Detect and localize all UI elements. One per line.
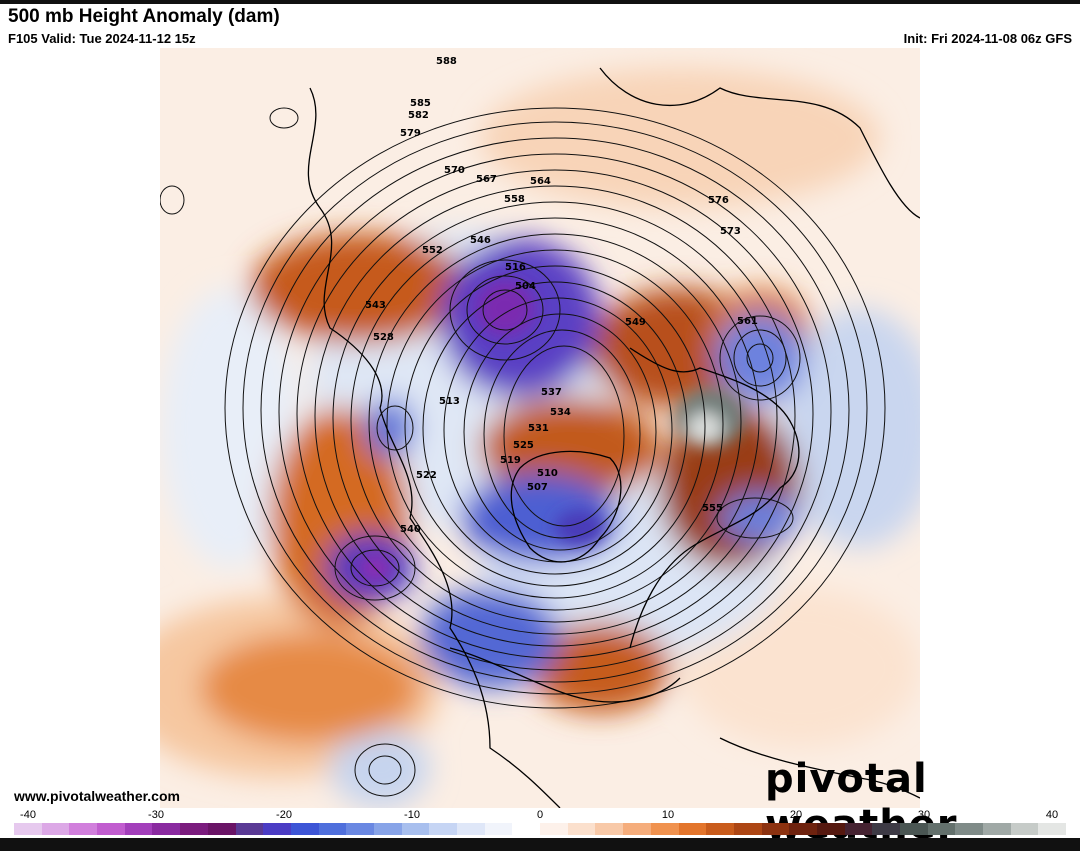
colorbar-tick-label: -20 bbox=[276, 809, 292, 821]
contour-label: 504 bbox=[515, 281, 536, 292]
colorbar-swatch bbox=[623, 823, 651, 835]
colorbar-swatch bbox=[97, 823, 125, 835]
colorbar-swatch bbox=[41, 823, 70, 835]
colorbar-tick-label: 0 bbox=[536, 809, 544, 821]
colorbar-swatch bbox=[706, 823, 734, 835]
colorbar-tick-label: -40 bbox=[20, 809, 36, 821]
contour-label: 534 bbox=[550, 407, 571, 418]
bottom-border bbox=[0, 838, 1080, 851]
height-anomaly-map[interactable]: 588 585 582 579 576 573 570 567 564 561 … bbox=[160, 48, 920, 808]
colorbar-swatch bbox=[1038, 823, 1067, 835]
colorbar-tick-label: -30 bbox=[148, 809, 164, 821]
contour-label: 570 bbox=[444, 165, 465, 176]
contour-label: 552 bbox=[422, 245, 443, 256]
colorbar-swatch bbox=[69, 823, 98, 835]
colorbar-swatch bbox=[955, 823, 984, 835]
top-border bbox=[0, 0, 1080, 4]
colorbar-swatch bbox=[761, 823, 790, 835]
colorbar-swatch bbox=[346, 823, 374, 835]
contour-label: 543 bbox=[365, 300, 386, 311]
contour-label: 513 bbox=[439, 396, 460, 407]
colorbar-swatch bbox=[650, 823, 679, 835]
colorbar-swatch bbox=[14, 823, 42, 835]
colorbar-swatch bbox=[595, 823, 624, 835]
colorbar-swatch bbox=[207, 823, 236, 835]
valid-time: F105 Valid: Tue 2024-11-12 15z bbox=[8, 31, 196, 46]
contour-label: 528 bbox=[373, 332, 394, 343]
colorbar-swatch bbox=[124, 823, 153, 835]
colorbar-swatch bbox=[429, 823, 457, 835]
colorbar-swatch bbox=[927, 823, 956, 835]
colorbar-tick-label: 10 bbox=[661, 809, 675, 821]
contour-label-group: 588 585 582 579 576 573 570 567 564 561 … bbox=[365, 56, 758, 535]
colorbar-swatch bbox=[872, 823, 900, 835]
contour-label: 588 bbox=[436, 56, 457, 67]
contour-label: 537 bbox=[541, 387, 562, 398]
colorbar-swatch bbox=[290, 823, 319, 835]
colorbar-swatch bbox=[983, 823, 1011, 835]
contour-label: 558 bbox=[504, 194, 525, 205]
contour-label: 585 bbox=[410, 98, 431, 109]
contour-label: 573 bbox=[720, 226, 741, 237]
website-link[interactable]: www.pivotalweather.com bbox=[14, 788, 180, 804]
colorbar-swatch bbox=[318, 823, 347, 835]
colorbar-swatch bbox=[373, 823, 402, 835]
colorbar-swatch bbox=[900, 823, 928, 835]
contour-label: 567 bbox=[476, 174, 497, 185]
anomaly-core-purple bbox=[475, 280, 535, 336]
contour-label: 525 bbox=[513, 440, 534, 451]
contour-label: 540 bbox=[400, 524, 421, 535]
colorbar-tick-label: 20 bbox=[789, 809, 803, 821]
colorbar-swatch bbox=[484, 823, 513, 835]
map-title: 500 mb Height Anomaly (dam) bbox=[8, 6, 280, 27]
height-contours bbox=[160, 107, 886, 797]
contour-label: 582 bbox=[408, 110, 429, 121]
contour-label: 519 bbox=[500, 455, 521, 466]
colorbar-swatch bbox=[512, 823, 541, 835]
colorbar-swatch bbox=[235, 823, 264, 835]
contour-label: 507 bbox=[527, 482, 548, 493]
colorbar-tick-label: 40 bbox=[1045, 809, 1059, 821]
colorbar-swatch bbox=[844, 823, 873, 835]
contour-label: 579 bbox=[400, 128, 421, 139]
colorbar-swatch bbox=[180, 823, 208, 835]
colorbar-tick-label: -10 bbox=[404, 809, 420, 821]
colorbar-swatch bbox=[567, 823, 596, 835]
colorbar-swatch bbox=[263, 823, 291, 835]
contour-label: 555 bbox=[702, 503, 723, 514]
colorbar-swatch bbox=[1010, 823, 1039, 835]
colorbar-swatch bbox=[457, 823, 485, 835]
colorbar-swatch bbox=[401, 823, 430, 835]
contour-label: 546 bbox=[470, 235, 491, 246]
contour-label: 576 bbox=[708, 195, 729, 206]
contour-label: 564 bbox=[530, 176, 551, 187]
colorbar-swatch bbox=[678, 823, 707, 835]
colorbar-swatch bbox=[540, 823, 568, 835]
colorbar-swatch bbox=[816, 823, 845, 835]
contour-label: 561 bbox=[737, 316, 758, 327]
colorbar-swatch bbox=[789, 823, 817, 835]
init-time: Init: Fri 2024-11-08 06z GFS bbox=[903, 31, 1072, 46]
contour-label: 510 bbox=[537, 468, 558, 479]
colorbar-tick-label: 30 bbox=[917, 809, 931, 821]
colorbar bbox=[14, 823, 1067, 835]
contour-label: 549 bbox=[625, 317, 646, 328]
contour-label: 516 bbox=[505, 262, 526, 273]
coastlines bbox=[307, 67, 920, 808]
map-canvas: 588 585 582 579 576 573 570 567 564 561 … bbox=[160, 48, 920, 808]
contour-label: 522 bbox=[416, 470, 437, 481]
contour-label: 531 bbox=[528, 423, 549, 434]
colorbar-swatch bbox=[733, 823, 762, 835]
colorbar-swatch bbox=[152, 823, 181, 835]
